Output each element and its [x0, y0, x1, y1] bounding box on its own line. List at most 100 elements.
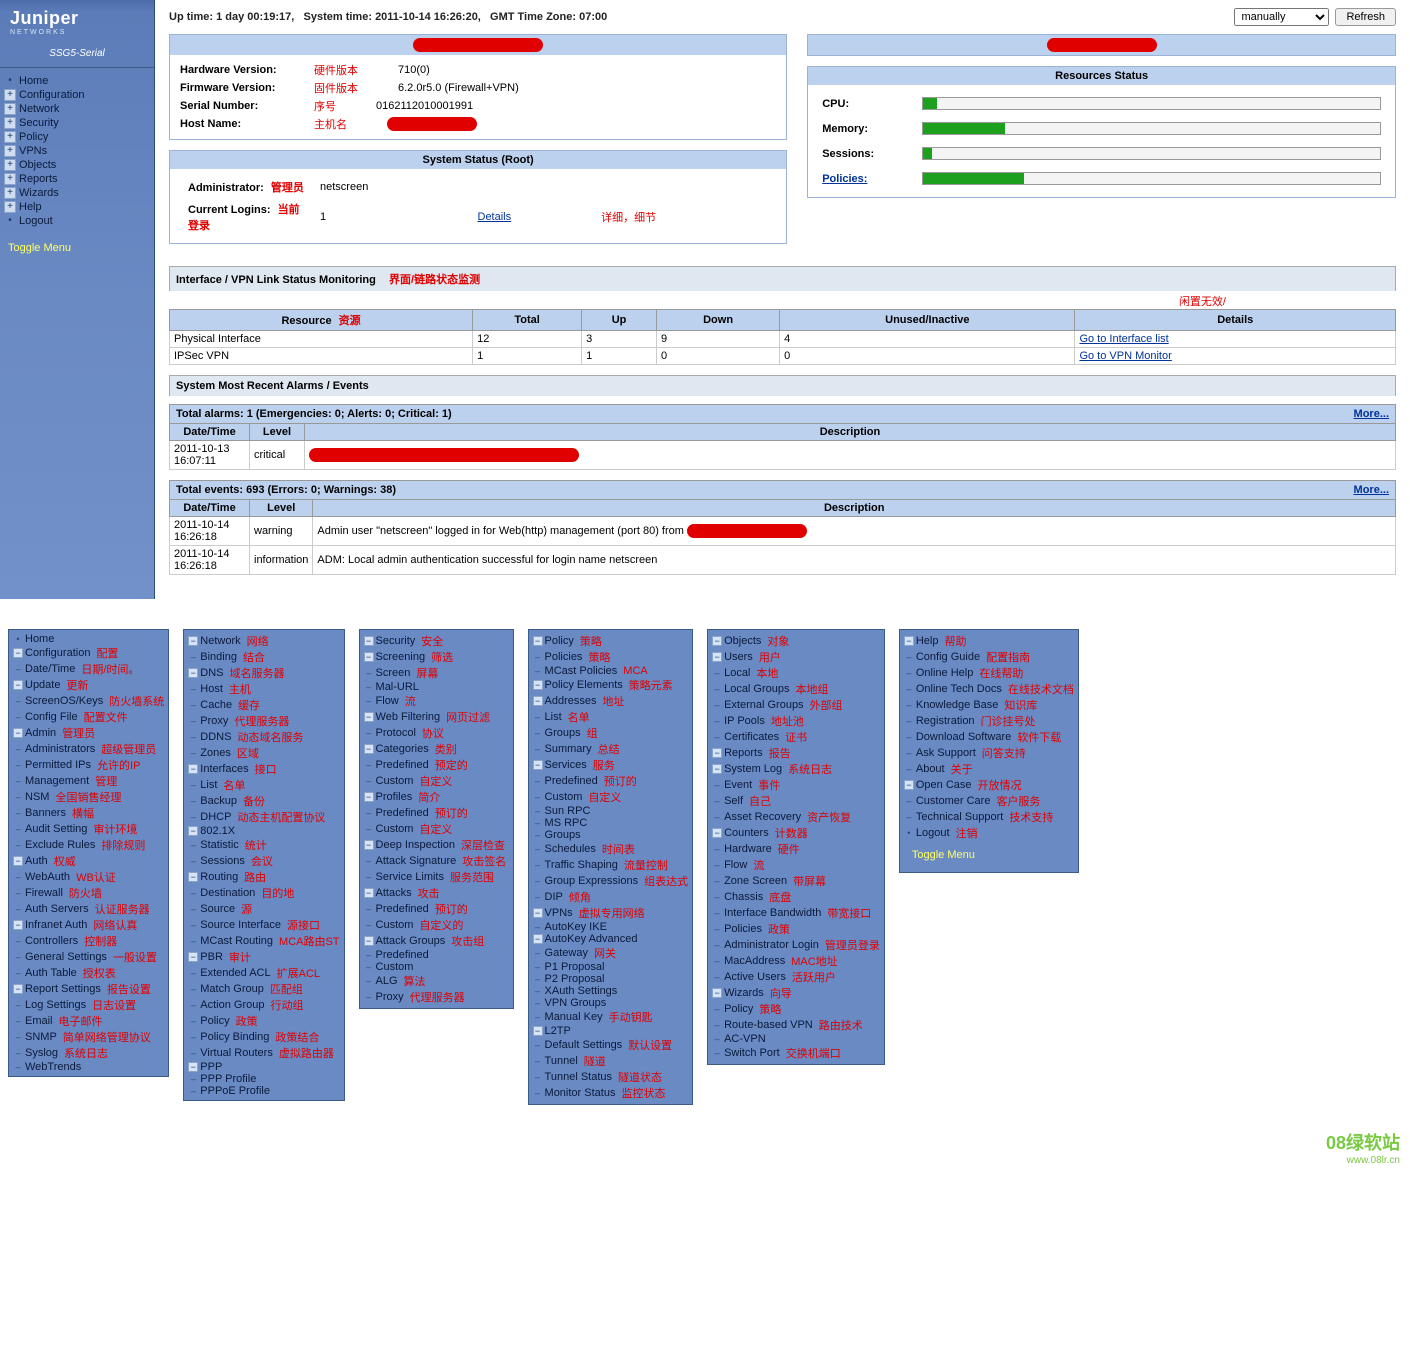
menu-item[interactable]: –Active Users活跃用户	[712, 969, 880, 985]
menu-item[interactable]: –Predefined预订的	[533, 773, 689, 789]
menu-item[interactable]: –Sun RPC	[533, 805, 689, 817]
menu-item[interactable]: –Default Settings默认设置	[533, 1037, 689, 1053]
nav-link[interactable]: VPNs	[19, 145, 47, 157]
menu-item[interactable]: –MCast PoliciesMCA	[533, 665, 689, 677]
menu-item[interactable]: −Auth权威	[13, 853, 164, 869]
menu-item[interactable]: –Registration门诊挂号处	[904, 713, 1074, 729]
table-cell[interactable]: Go to VPN Monitor	[1075, 348, 1396, 365]
menu-item[interactable]: −Update更新	[13, 677, 164, 693]
menu-item[interactable]: –Destination目的地	[188, 885, 339, 901]
menu-item[interactable]: –Date/Time日期/时间。	[13, 661, 164, 677]
menu-item[interactable]: −Policy Elements策略元素	[533, 677, 689, 693]
menu-item[interactable]: –List名单	[188, 777, 339, 793]
menu-item[interactable]: –WebAuthWB认证	[13, 869, 164, 885]
menu-item[interactable]: −Wizards向导	[712, 985, 880, 1001]
nav-link[interactable]: Configuration	[19, 89, 84, 101]
menu-item[interactable]: –ALG算法	[364, 973, 509, 989]
menu-item[interactable]: –AutoKey IKE	[533, 921, 689, 933]
menu-item[interactable]: −Admin管理员	[13, 725, 164, 741]
details-link[interactable]: Details	[478, 211, 512, 223]
menu-item[interactable]: –Policy策略	[712, 1001, 880, 1017]
menu-item[interactable]: –Tunnel隧道	[533, 1053, 689, 1069]
menu-item[interactable]: –Extended ACL扩展ACL	[188, 965, 339, 981]
menu-item[interactable]: −Objects对象	[712, 633, 880, 649]
menu-item[interactable]: −Policy策略	[533, 633, 689, 649]
nav-item[interactable]: +Security	[4, 116, 150, 130]
menu-item[interactable]: −Deep Inspection深层检查	[364, 837, 509, 853]
menu-item[interactable]: –Config Guide配置指南	[904, 649, 1074, 665]
menu-item[interactable]: –Mal-URL	[364, 681, 509, 693]
menu-item[interactable]: –Switch Port交换机端口	[712, 1045, 880, 1061]
nav-link[interactable]: Help	[19, 201, 42, 213]
menu-item[interactable]: –Predefined预订的	[364, 805, 509, 821]
menu-item[interactable]: –Ask Support问答支持	[904, 745, 1074, 761]
menu-item[interactable]: –Schedules时间表	[533, 841, 689, 857]
menu-item[interactable]: –PPPoE Profile	[188, 1085, 339, 1097]
menu-item[interactable]: –WebTrends	[13, 1061, 164, 1073]
menu-item[interactable]: –Technical Support技术支持	[904, 809, 1074, 825]
menu-item[interactable]: –Sessions会议	[188, 853, 339, 869]
nav-item[interactable]: +VPNs	[4, 144, 150, 158]
refresh-select[interactable]: manually	[1234, 8, 1329, 26]
menu-item[interactable]: •Home	[13, 633, 164, 645]
menu-item[interactable]: –Log Settings日志设置	[13, 997, 164, 1013]
menu-item[interactable]: –Custom自定义	[533, 789, 689, 805]
menu-item[interactable]: −Reports报告	[712, 745, 880, 761]
menu-item[interactable]: −Report Settings报告设置	[13, 981, 164, 997]
refresh-button[interactable]: Refresh	[1335, 8, 1396, 26]
menu-item[interactable]: –DIP倾角	[533, 889, 689, 905]
menu-item[interactable]: −L2TP	[533, 1025, 689, 1037]
menu-item[interactable]: –MCast RoutingMCA路由ST	[188, 933, 339, 949]
menu-item[interactable]: –Traffic Shaping流量控制	[533, 857, 689, 873]
menu-item[interactable]: –Config File配置文件	[13, 709, 164, 725]
nav-item[interactable]: +Wizards	[4, 186, 150, 200]
menu-item[interactable]: –Firewall防火墙	[13, 885, 164, 901]
menu-item[interactable]: −Security安全	[364, 633, 509, 649]
menu-item[interactable]: –IP Pools地址池	[712, 713, 880, 729]
menu-item[interactable]: −Web Filtering网页过滤	[364, 709, 509, 725]
menu-item[interactable]: –MacAddressMAC地址	[712, 953, 880, 969]
menu-item[interactable]: –AC-VPN	[712, 1033, 880, 1045]
menu-item[interactable]: −802.1X	[188, 825, 339, 837]
details-link[interactable]: Go to VPN Monitor	[1079, 350, 1171, 362]
menu-item[interactable]: –Auth Servers认证服务器	[13, 901, 164, 917]
menu-item[interactable]: −Users用户	[712, 649, 880, 665]
policies-link[interactable]: Policies:	[822, 173, 867, 185]
menu-item[interactable]: –Screen屏幕	[364, 665, 509, 681]
menu-item[interactable]: –MS RPC	[533, 817, 689, 829]
menu-item[interactable]: –External Groups外部组	[712, 697, 880, 713]
nav-link[interactable]: Security	[19, 117, 59, 129]
menu-item[interactable]: –Banners横幅	[13, 805, 164, 821]
menu-item[interactable]: –Cache缓存	[188, 697, 339, 713]
menu-item[interactable]: –Policies策略	[533, 649, 689, 665]
menu-item[interactable]: –Policy政策	[188, 1013, 339, 1029]
menu-item[interactable]: −Infranet Auth网络认真	[13, 917, 164, 933]
menu-item[interactable]: −Network网络	[188, 633, 339, 649]
menu-item[interactable]: –Route-based VPN路由技术	[712, 1017, 880, 1033]
menu-item[interactable]: –Tunnel Status隧道状态	[533, 1069, 689, 1085]
nav-item[interactable]: +Objects	[4, 158, 150, 172]
menu-item[interactable]: •Logout注销	[904, 825, 1074, 841]
menu-item[interactable]: –Certificates证书	[712, 729, 880, 745]
menu-item[interactable]: −Open Case开放情况	[904, 777, 1074, 793]
menu-item[interactable]: –About关于	[904, 761, 1074, 777]
menu-item[interactable]: –Binding结合	[188, 649, 339, 665]
nav-link[interactable]: Home	[19, 75, 48, 87]
menu-item[interactable]: –Policies政策	[712, 921, 880, 937]
menu-item[interactable]: −System Log系统日志	[712, 761, 880, 777]
toggle-menu-link[interactable]: Toggle Menu	[0, 234, 154, 262]
menu-item[interactable]: −VPNs虚拟专用网络	[533, 905, 689, 921]
menu-item[interactable]: –Proxy代理服务器	[364, 989, 509, 1005]
events-more-link[interactable]: More...	[1354, 484, 1389, 496]
menu-item[interactable]: –Chassis底盘	[712, 889, 880, 905]
menu-item[interactable]: –PPP Profile	[188, 1073, 339, 1085]
nav-item[interactable]: +Policy	[4, 130, 150, 144]
toggle-menu-link[interactable]: Toggle Menu	[904, 841, 1074, 869]
menu-item[interactable]: –Group Expressions组表达式	[533, 873, 689, 889]
menu-item[interactable]: –Event事件	[712, 777, 880, 793]
menu-item[interactable]: –Predefined预订的	[364, 901, 509, 917]
menu-item[interactable]: –Interface Bandwidth带宽接口	[712, 905, 880, 921]
menu-item[interactable]: –Administrator Login管理员登录	[712, 937, 880, 953]
menu-item[interactable]: –Attack Signature攻击签名	[364, 853, 509, 869]
menu-item[interactable]: –Predefined	[364, 949, 509, 961]
